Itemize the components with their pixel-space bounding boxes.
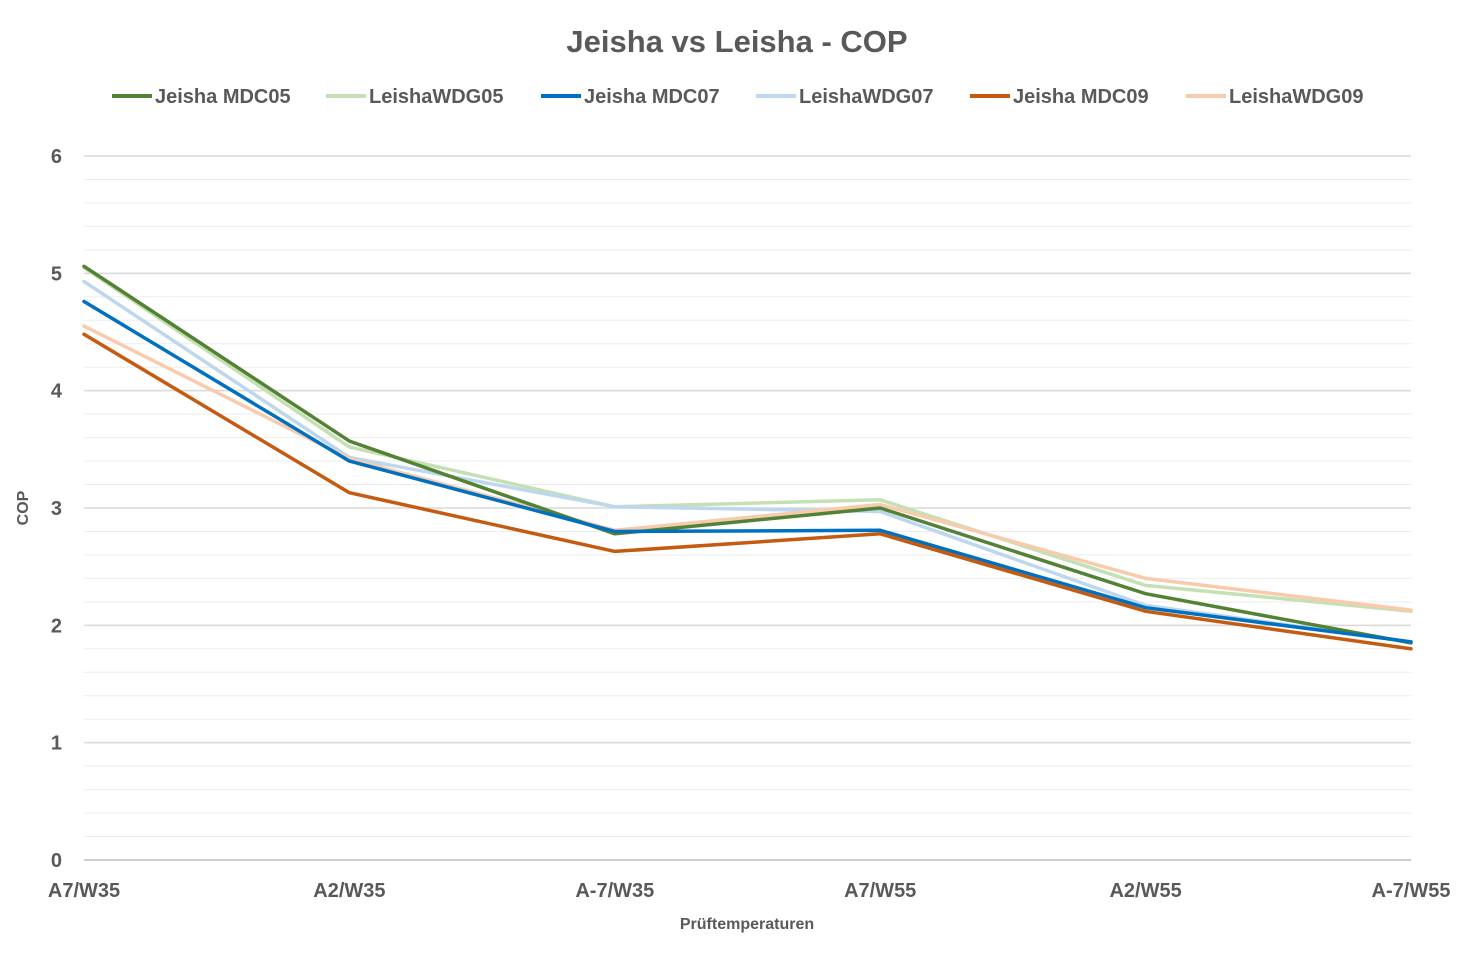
- x-axis-title: Prüftemperaturen: [680, 916, 814, 933]
- legend-label: LeishaWDG07: [799, 86, 933, 108]
- series-line-leishawdg09: [82, 324, 1413, 612]
- y-tick-label: 0: [51, 850, 62, 872]
- legend-label: Jeisha MDC05: [155, 86, 291, 108]
- x-tick-label: A-7/W55: [1372, 880, 1451, 902]
- legend-item: Jeisha MDC05: [112, 86, 291, 108]
- x-tick-label: A2/W55: [1109, 880, 1181, 902]
- series-lines: [82, 264, 1413, 651]
- x-axis-ticks: A7/W35 A2/W35 A-7/W35 A7/W55 A2/W55 A-7/W55: [48, 880, 1451, 902]
- y-tick-label: 3: [51, 498, 62, 520]
- series-line-leishawdg05: [82, 265, 1413, 614]
- y-axis-ticks: 0 1 2 3 4 5 6: [51, 146, 63, 872]
- gridlines: [84, 155, 1411, 861]
- x-tick-label: A-7/W35: [575, 880, 654, 902]
- legend-item: Jeisha MDC07: [541, 86, 720, 108]
- legend-label: Jeisha MDC09: [1013, 86, 1149, 108]
- y-tick-label: 4: [51, 381, 63, 403]
- legend-label: Jeisha MDC07: [584, 86, 720, 108]
- legend-item: LeishaWDG05: [326, 86, 503, 108]
- y-tick-label: 2: [51, 615, 62, 637]
- legend-item: Jeisha MDC09: [970, 86, 1149, 108]
- legend: Jeisha MDC05 LeishaWDG05 Jeisha MDC07 Leish…: [112, 86, 1363, 108]
- y-axis-title: COP: [15, 490, 32, 525]
- legend-label: LeishaWDG09: [1229, 86, 1363, 108]
- y-tick-label: 5: [51, 263, 62, 285]
- y-tick-label: 1: [51, 733, 62, 755]
- series-line-jeisha-mdc07: [82, 299, 1413, 644]
- series-line-jeisha-mdc09: [82, 332, 1413, 651]
- x-tick-label: A7/W55: [844, 880, 916, 902]
- y-tick-label: 6: [51, 146, 62, 168]
- x-tick-label: A7/W35: [48, 880, 120, 902]
- legend-item: LeishaWDG09: [1186, 86, 1363, 108]
- chart-title: Jeisha vs Leisha - COP: [566, 24, 907, 59]
- series-line-leishawdg07: [82, 279, 1413, 644]
- legend-item: LeishaWDG07: [756, 86, 933, 108]
- series-line-jeisha-mdc05: [82, 264, 1413, 645]
- x-tick-label: A2/W35: [313, 880, 385, 902]
- legend-label: LeishaWDG05: [369, 86, 503, 108]
